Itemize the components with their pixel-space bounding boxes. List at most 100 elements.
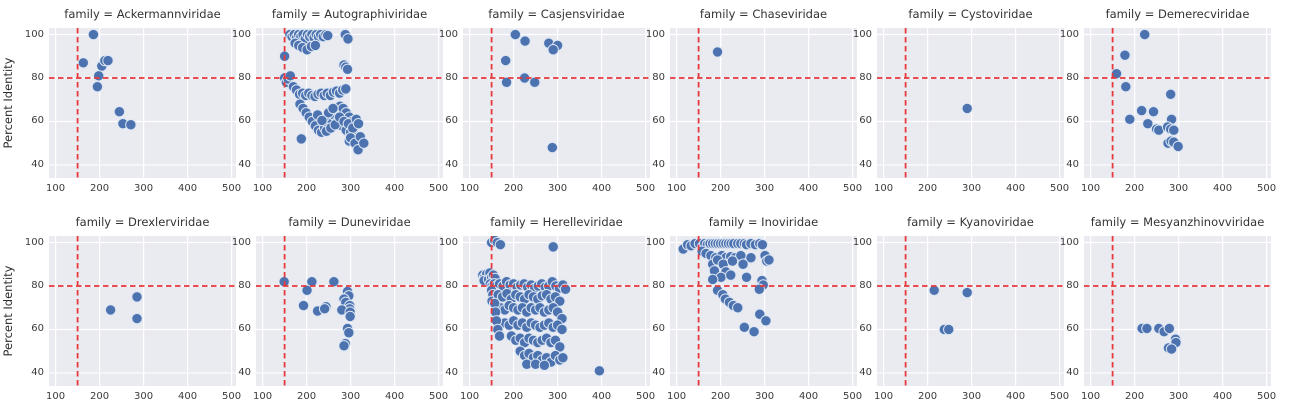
x-tick-label: 500 — [222, 391, 242, 402]
y-tick-label: 100 — [231, 28, 251, 40]
facet-title: family = Autographiviridae — [271, 7, 428, 21]
y-tick-label: 80 — [31, 72, 44, 83]
scatter-plot-area — [256, 28, 443, 178]
y-tick-label: 100 — [1059, 28, 1079, 40]
x-tick-label: 200 — [504, 391, 524, 402]
facet-demerecviridae: family = Demerecviridae 100 80 60 40 100… — [1060, 4, 1276, 202]
y-tick-label: 80 — [859, 280, 872, 291]
x-tick-label: 500 — [843, 183, 863, 194]
x-tick-label: 300 — [134, 183, 154, 194]
x-tick-label: 400 — [178, 391, 198, 402]
x-tick-label: 300 — [1169, 391, 1189, 402]
x-axis-ticks: 100 200 300 400 500 — [253, 178, 448, 202]
scatter-plot-area — [463, 236, 650, 386]
x-axis-ticks: 100 200 300 400 500 — [874, 386, 1069, 410]
y-axis-label: Percent Identity — [1, 57, 15, 149]
y-tick-label: 60 — [859, 323, 872, 335]
y-tick-label: 40 — [31, 158, 44, 170]
y-axis-ticks: 100 80 60 40 — [439, 236, 463, 386]
scatter-plot — [49, 236, 236, 386]
x-tick-label: 300 — [548, 183, 568, 194]
x-tick-label: 500 — [429, 391, 449, 402]
x-axis-ticks: 100 200 300 400 500 — [1081, 178, 1276, 202]
x-tick-label: 100 — [460, 391, 480, 402]
y-tick-label: 60 — [238, 115, 251, 127]
y-axis-ticks: 100 80 60 40 — [646, 28, 670, 178]
facet-chaseviridae: family = Chaseviridae 100 80 60 40 100 2… — [646, 4, 862, 202]
x-tick-label: 400 — [1213, 183, 1233, 194]
x-tick-label: 100 — [460, 183, 480, 194]
x-tick-label: 300 — [134, 391, 154, 402]
x-tick-label: 200 — [1125, 391, 1145, 402]
y-tick-label: 80 — [31, 280, 44, 291]
x-tick-label: 300 — [962, 391, 982, 402]
y-tick-label: 80 — [1066, 280, 1079, 291]
y-tick-label: 80 — [1066, 72, 1079, 83]
facet-inoviridae: family = Inoviridae 100 80 60 40 100 200… — [646, 212, 862, 410]
y-axis-ticks: 100 80 60 40 — [853, 236, 877, 386]
x-axis-ticks: 100 200 300 400 500 — [46, 386, 241, 410]
x-axis-ticks: 100 200 300 400 500 — [46, 178, 241, 202]
facet-casjensviridae: family = Casjensviridae 100 80 60 40 100… — [439, 4, 655, 202]
x-tick-label: 200 — [90, 183, 110, 194]
y-axis-label-column: Percent Identity — [0, 212, 16, 410]
scatter-plot — [463, 236, 650, 386]
y-axis-ticks: 100 80 60 40 — [16, 236, 49, 386]
facet-drexlerviridae: family = Drexlerviridae 100 80 60 40 100… — [16, 212, 241, 410]
y-tick-label: 60 — [31, 115, 44, 127]
scatter-plot — [1084, 236, 1271, 386]
y-tick-label: 100 — [24, 28, 44, 40]
facet-title: family = Herelleviridae — [490, 215, 623, 229]
facet-mesyanzhinovviridae: family = Mesyanzhinovviridae 100 80 60 4… — [1060, 212, 1276, 410]
facet-title: family = Kyanoviridae — [907, 215, 1034, 229]
y-tick-label: 60 — [238, 323, 251, 335]
y-axis-ticks: 100 80 60 40 — [1060, 28, 1084, 178]
y-axis-ticks: 100 80 60 40 — [646, 236, 670, 386]
x-tick-label: 100 — [874, 391, 894, 402]
y-axis-ticks: 100 80 60 40 — [853, 28, 877, 178]
y-tick-label: 40 — [1066, 366, 1079, 378]
y-axis-ticks: 100 80 60 40 — [16, 28, 49, 178]
x-tick-label: 400 — [385, 391, 405, 402]
x-axis-ticks: 100 200 300 400 500 — [874, 178, 1069, 202]
y-tick-label: 40 — [238, 158, 251, 170]
x-tick-label: 300 — [755, 183, 775, 194]
y-tick-label: 80 — [238, 280, 251, 291]
x-tick-label: 300 — [341, 183, 361, 194]
x-tick-label: 300 — [341, 391, 361, 402]
x-tick-label: 200 — [918, 183, 938, 194]
y-tick-label: 80 — [445, 280, 458, 291]
x-tick-label: 100 — [1081, 183, 1101, 194]
x-tick-label: 500 — [222, 183, 242, 194]
facet-title: family = Casjensviridae — [488, 7, 625, 21]
scatter-plot — [670, 28, 857, 178]
x-tick-label: 300 — [1169, 183, 1189, 194]
x-tick-label: 400 — [592, 183, 612, 194]
y-tick-label: 40 — [445, 158, 458, 170]
scatter-plot — [256, 236, 443, 386]
y-tick-label: 80 — [238, 72, 251, 83]
y-tick-label: 60 — [1066, 323, 1079, 335]
x-tick-label: 300 — [962, 183, 982, 194]
y-tick-label: 60 — [445, 115, 458, 127]
x-tick-label: 400 — [385, 183, 405, 194]
x-tick-label: 200 — [1125, 183, 1145, 194]
y-tick-label: 80 — [445, 72, 458, 83]
y-axis-label-column: Percent Identity — [0, 4, 16, 202]
scatter-plot — [877, 236, 1064, 386]
scatter-plot-area — [877, 236, 1064, 386]
y-tick-label: 80 — [652, 280, 665, 291]
x-tick-label: 400 — [178, 183, 198, 194]
scatter-plot-area — [1084, 28, 1271, 178]
x-tick-label: 200 — [297, 183, 317, 194]
x-tick-label: 400 — [1006, 183, 1026, 194]
x-tick-label: 100 — [1081, 391, 1101, 402]
x-tick-label: 100 — [667, 183, 687, 194]
scatter-plot-area — [670, 28, 857, 178]
facet-row-2: Percent Identity family = Drexlerviridae… — [0, 212, 1295, 410]
x-tick-label: 100 — [874, 183, 894, 194]
y-tick-label: 40 — [652, 366, 665, 378]
y-tick-label: 100 — [1059, 236, 1079, 248]
y-tick-label: 60 — [652, 115, 665, 127]
